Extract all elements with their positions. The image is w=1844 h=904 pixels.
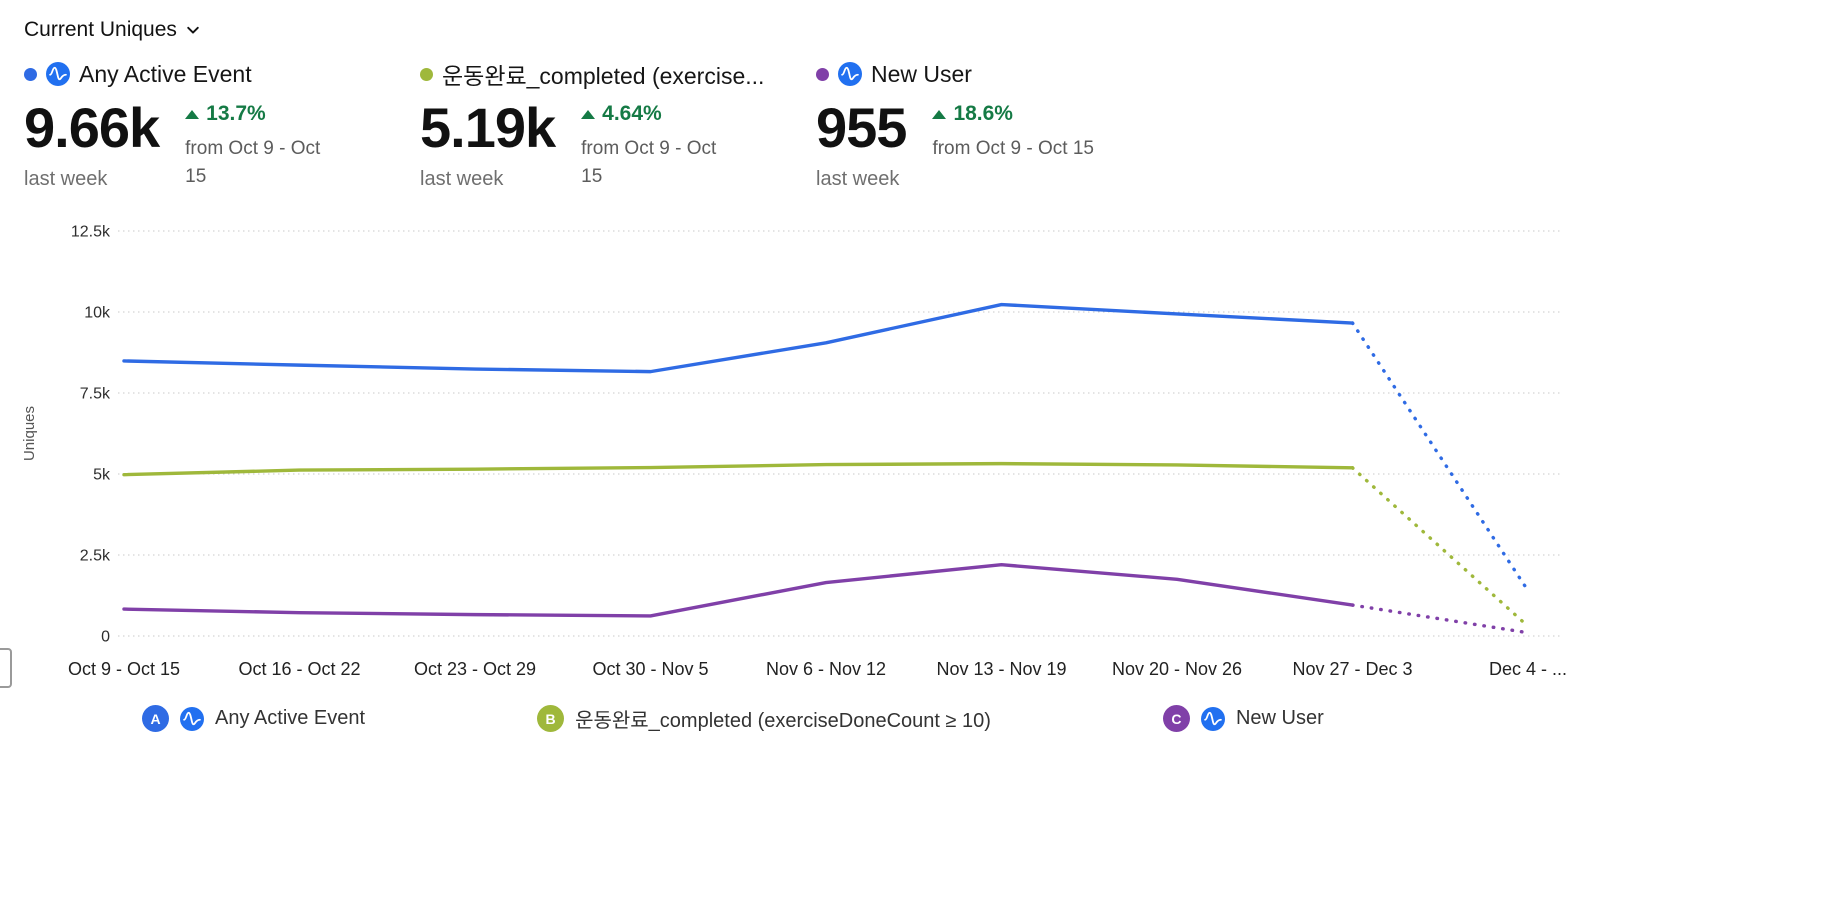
svg-text:5k: 5k	[93, 467, 111, 484]
stat-period: last week	[816, 168, 900, 190]
svg-text:10k: 10k	[84, 305, 111, 322]
stat-value: 955	[816, 96, 907, 159]
delta-badge: 4.64%	[581, 102, 719, 126]
delta-percent: 13.7%	[206, 102, 266, 125]
chevron-down-icon	[185, 22, 201, 38]
comparison-range: from Oct 9 - Oct 15	[185, 138, 321, 187]
chart-legend: A Any Active Event B 운동완료_completed (exe…	[0, 704, 1844, 733]
series-color-dot	[420, 67, 433, 81]
stat-period: last week	[24, 168, 108, 190]
stats-row: Any Active Event 9.66k last week 13.7% f…	[24, 58, 1844, 191]
series-header[interactable]: 운동완료_completed (exercise...	[420, 58, 816, 90]
legend-item-any-active-event[interactable]: A Any Active Event	[142, 705, 365, 732]
svg-text:Oct 16 - Oct 22: Oct 16 - Oct 22	[238, 659, 360, 679]
chart-header: Current Uniques	[0, 0, 1844, 42]
svg-text:Nov 20 - Nov 26: Nov 20 - Nov 26	[1112, 659, 1242, 679]
delta-percent: 18.6%	[953, 102, 1013, 125]
comparison-range: from Oct 9 - Oct 15	[932, 138, 1094, 159]
series-name: Any Active Event	[79, 60, 252, 87]
stat-period: last week	[420, 168, 504, 190]
svg-text:0: 0	[101, 629, 110, 646]
comparison-range: from Oct 9 - Oct 15	[581, 138, 717, 187]
stat-value-block: 9.66k last week	[24, 96, 160, 191]
series-header[interactable]: Any Active Event	[24, 58, 420, 90]
delta-percent: 4.64%	[602, 102, 662, 125]
series-header[interactable]: New User	[816, 58, 1212, 90]
stat-value: 5.19k	[420, 96, 556, 159]
stat-value: 9.66k	[24, 96, 160, 159]
series-color-dot	[24, 67, 37, 81]
amplitude-event-icon	[1200, 706, 1225, 731]
svg-text:Dec 4 - ...: Dec 4 - ...	[1489, 659, 1567, 679]
delta-up-icon	[581, 109, 596, 119]
delta-up-icon	[185, 109, 200, 119]
legend-item-new-user[interactable]: C New User	[1162, 705, 1324, 732]
svg-text:Oct 23 - Oct 29: Oct 23 - Oct 29	[414, 659, 536, 679]
svg-text:Oct 30 - Nov 5: Oct 30 - Nov 5	[592, 659, 708, 679]
left-edge-handle[interactable]	[0, 648, 12, 688]
delta-badge: 13.7%	[185, 102, 323, 126]
svg-text:Nov 6 - Nov 12: Nov 6 - Nov 12	[766, 659, 886, 679]
svg-text:Uniques: Uniques	[21, 406, 38, 461]
series-name: New User	[871, 60, 972, 87]
svg-text:7.5k: 7.5k	[80, 386, 111, 403]
stat-block-new-user: New User 955 last week 18.6% from Oct 9 …	[816, 58, 1212, 191]
svg-text:12.5k: 12.5k	[71, 224, 111, 241]
legend-item-exercise-completed[interactable]: B 운동완료_completed (exerciseDoneCount ≥ 10…	[537, 704, 991, 733]
legend-label: New User	[1235, 707, 1324, 729]
chart-area: 0 2.5k 5k 7.5k 10k 12.5k Oct 9 - Oct 15 Oct 16 …	[6, 217, 1844, 690]
uniques-line-chart[interactable]: 0 2.5k 5k 7.5k 10k 12.5k Oct 9 - Oct 15 Oct 16 …	[6, 217, 1586, 685]
stat-value-block: 5.19k last week	[420, 96, 556, 191]
amplitude-event-icon	[180, 706, 204, 731]
series-letter-badge: A	[142, 705, 169, 732]
svg-text:Oct 9 - Oct 15: Oct 9 - Oct 15	[68, 659, 180, 679]
delta-up-icon	[932, 109, 947, 119]
series-color-dot	[816, 67, 829, 81]
svg-text:Nov 13 - Nov 19: Nov 13 - Nov 19	[936, 659, 1066, 679]
delta-badge: 18.6%	[932, 102, 1094, 126]
legend-label: Any Active Event	[215, 707, 366, 729]
stat-block-any-active-event: Any Active Event 9.66k last week 13.7% f…	[24, 58, 420, 191]
amplitude-event-icon	[46, 62, 70, 86]
svg-text:2.5k: 2.5k	[80, 548, 111, 565]
series-letter-badge: B	[537, 705, 565, 732]
metric-selector-dropdown[interactable]: Current Uniques	[24, 18, 201, 42]
stat-value-block: 955 last week	[816, 96, 907, 191]
stat-block-exercise-completed: 운동완료_completed (exercise... 5.19k last w…	[420, 58, 816, 191]
series-name: 운동완료_completed (exercise...	[442, 63, 765, 89]
series-letter-badge: C	[1162, 705, 1190, 732]
amplitude-event-icon	[838, 62, 862, 86]
svg-text:Nov 27 - Dec 3: Nov 27 - Dec 3	[1292, 659, 1412, 679]
metric-selector-label: Current Uniques	[24, 18, 177, 41]
legend-label: 운동완료_completed (exerciseDoneCount ≥ 10)	[575, 710, 991, 732]
